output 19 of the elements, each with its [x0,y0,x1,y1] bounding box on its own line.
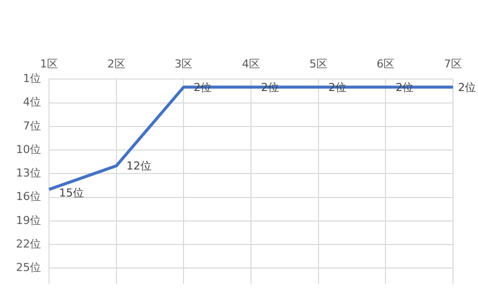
x-tick-label: 5区 [309,57,328,70]
y-tick-label: 19位 [16,214,41,227]
data-label: 12位 [126,160,152,173]
x-tick-label: 3区 [174,57,193,70]
y-tick-label: 10位 [16,142,41,156]
x-tick-label: 6区 [376,57,395,70]
y-tick-label: 13位 [16,166,41,180]
data-label: 15位 [58,186,84,200]
y-tick-label: 7位 [22,119,41,132]
y-tick-label: 22位 [16,237,41,250]
y-tick-label: 1位 [22,72,41,86]
x-tick-label: 1区 [40,57,58,70]
y-tick-label: 16位 [16,190,41,204]
x-tick-label: 2区 [107,57,126,70]
x-tick-label: 7区 [444,57,462,70]
y-tick-label: 25位 [16,261,41,274]
x-tick-label: 4区 [242,57,260,70]
y-tick-label: 4位 [22,96,41,109]
data-label: 2位 [458,80,476,94]
